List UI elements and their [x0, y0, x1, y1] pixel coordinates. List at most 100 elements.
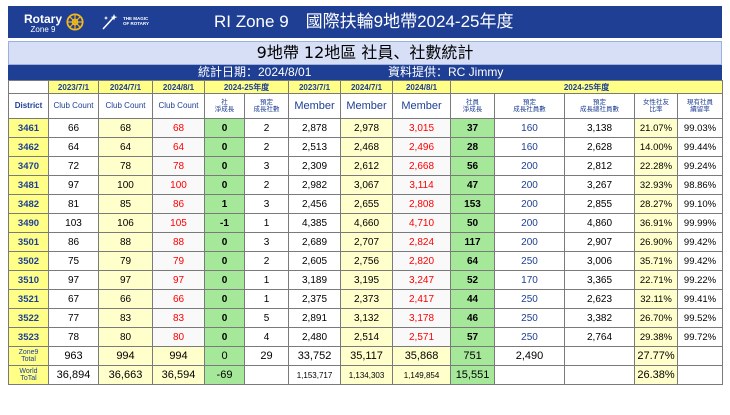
member-cell: 3,195 — [340, 270, 394, 290]
club-count-cell: 81 — [48, 194, 99, 214]
member-total-target-cell: 2,623 — [564, 289, 636, 309]
member-net-growth-cell: 57 — [450, 327, 496, 347]
club-count-cell: 67 — [48, 289, 99, 309]
member-target-cell: 160 — [494, 137, 566, 157]
header-member-target: 預定 成長社員數 — [494, 93, 566, 119]
member-cell: 2,891 — [288, 308, 342, 328]
club-count-cell: 97 — [98, 270, 153, 290]
member-target-cell: 250 — [494, 251, 566, 271]
zone-total-row-cell — [677, 346, 724, 366]
club-count-cell: 100 — [98, 175, 153, 195]
header-retention: 現有社員 續留率 — [677, 93, 724, 119]
world-total-row-cell: 1,153,717 — [288, 365, 342, 385]
member-target-cell: 250 — [494, 308, 566, 328]
member-net-growth-cell: 117 — [450, 232, 496, 252]
club-net-growth-cell: 0 — [204, 137, 245, 157]
member-total-target-cell: 2,812 — [564, 156, 636, 176]
member-cell: 2,978 — [340, 118, 394, 138]
female-ratio-cell: 21.07% — [634, 118, 679, 138]
header-date: 2024/8/1 — [392, 80, 452, 94]
magic-theme-icon — [102, 14, 118, 30]
female-ratio-cell: 35.71% — [634, 251, 679, 271]
world-total-row-cell: 36,894 — [48, 365, 99, 385]
title-banner: Rotary Zone 9 THE MAGIC OF — [8, 6, 722, 38]
header-club-net-growth: 社淨成長 — [204, 93, 245, 119]
member-total-target-cell: 2,628 — [564, 137, 636, 157]
data-provider: 資料提供：RC Jimmy — [388, 65, 504, 79]
member-target-cell: 170 — [494, 270, 566, 290]
header-club-target: 預定 成長社數 — [243, 93, 290, 119]
club-count-cell: 88 — [152, 232, 205, 252]
member-cell: 2,375 — [288, 289, 342, 309]
zone-total-row-cell: 33,752 — [288, 346, 342, 366]
member-cell: 3,178 — [392, 308, 452, 328]
member-cell: 2,605 — [288, 251, 342, 271]
club-count-cell: 78 — [152, 156, 205, 176]
zone-total-row-cell: 35,117 — [340, 346, 394, 366]
club-count-cell: 100 — [152, 175, 205, 195]
club-count-cell: 64 — [152, 137, 205, 157]
club-count-cell: 64 — [48, 137, 99, 157]
member-target-cell: 200 — [494, 232, 566, 252]
member-cell: 2,468 — [340, 137, 394, 157]
header-date: 2023/7/1 — [288, 80, 342, 94]
world-total-row-cell — [494, 365, 566, 385]
member-cell: 2,756 — [340, 251, 394, 271]
club-count-cell: 77 — [48, 308, 99, 328]
club-count-cell: 103 — [48, 213, 99, 233]
club-count-cell: 68 — [98, 118, 153, 138]
member-cell: 3,132 — [340, 308, 394, 328]
club-net-growth-cell: 0 — [204, 327, 245, 347]
member-target-cell: 250 — [494, 289, 566, 309]
member-cell: 2,480 — [288, 327, 342, 347]
world-total-row-cell — [564, 365, 636, 385]
retention-cell: 99.42% — [677, 232, 724, 252]
female-ratio-cell: 36.91% — [634, 213, 679, 233]
club-count-cell: 86 — [152, 194, 205, 214]
club-count-cell: 106 — [98, 213, 153, 233]
page-title: RI Zone 9 國際扶輪9地帶2024-25年度 — [214, 12, 514, 31]
stat-date: 統計日期：2024/8/01 — [198, 65, 312, 79]
member-target-cell: 160 — [494, 118, 566, 138]
member-net-growth-cell: 37 — [450, 118, 496, 138]
world-total-row-label: World ToTal — [8, 365, 49, 385]
district-cell: 3461 — [8, 118, 49, 138]
header-row-columns: District Club Count Club Count Club Coun… — [8, 93, 724, 119]
member-net-growth-cell: 52 — [450, 270, 496, 290]
club-count-cell: 66 — [98, 289, 153, 309]
table-row: 3470 72 78 78 0 3 2,309 2,612 2,668 56 200 2,812 22.… — [8, 156, 724, 176]
club-target-cell: 2 — [243, 118, 290, 138]
zone-total-row-cell: 994 — [98, 346, 153, 366]
member-cell: 2,824 — [392, 232, 452, 252]
rotary-logo-text: Rotary — [24, 11, 63, 26]
member-cell: 2,309 — [288, 156, 342, 176]
world-total-row-cell: -69 — [204, 365, 245, 385]
table-row: 3510 97 97 97 0 1 3,189 3,195 3,247 52 170 3,365 22.… — [8, 270, 724, 290]
header-club-count: Club Count — [98, 93, 153, 119]
header-district: District — [8, 93, 49, 119]
member-cell: 2,373 — [340, 289, 394, 309]
retention-cell: 99.99% — [677, 213, 724, 233]
header-club-count: Club Count — [152, 93, 205, 119]
table-row: 3482 81 85 86 1 3 2,456 2,655 2,808 153 200 2,855 28… — [8, 194, 724, 214]
member-cell: 2,513 — [288, 137, 342, 157]
table-row: 3481 97 100 100 0 2 2,982 3,067 3,114 47 200 3,267 3… — [8, 175, 724, 195]
female-ratio-cell: 14.00% — [634, 137, 679, 157]
member-cell: 3,067 — [340, 175, 394, 195]
club-target-cell: 3 — [243, 194, 290, 214]
district-cell: 3522 — [8, 308, 49, 328]
header-member-total-target: 預定 成長總社員數 — [564, 93, 636, 119]
club-count-cell: 86 — [48, 232, 99, 252]
zone-total-row-cell: 751 — [450, 346, 496, 366]
zone-total-row-cell — [564, 346, 636, 366]
female-ratio-cell: 26.70% — [634, 308, 679, 328]
member-net-growth-cell: 153 — [450, 194, 496, 214]
club-target-cell: 3 — [243, 156, 290, 176]
member-net-growth-cell: 64 — [450, 251, 496, 271]
world-total-row-cell — [677, 365, 724, 385]
club-net-growth-cell: 0 — [204, 118, 245, 138]
table-row: 3522 77 83 83 0 5 2,891 3,132 3,178 46 250 3,382 26.… — [8, 308, 724, 328]
member-total-target-cell: 2,907 — [564, 232, 636, 252]
district-cell: 3470 — [8, 156, 49, 176]
club-target-cell: 1 — [243, 213, 290, 233]
